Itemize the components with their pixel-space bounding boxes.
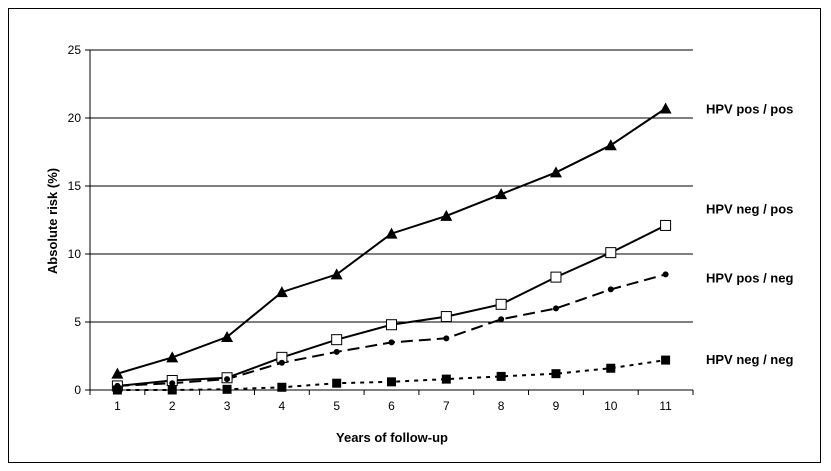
x-tick-label: 11 bbox=[659, 399, 672, 413]
data-point bbox=[167, 385, 177, 395]
data-point bbox=[605, 247, 617, 259]
data-point bbox=[550, 271, 562, 283]
series-lines bbox=[117, 107, 667, 391]
x-tick-label: 9 bbox=[553, 399, 560, 413]
data-point bbox=[607, 286, 614, 293]
data-point bbox=[660, 219, 672, 231]
data-point bbox=[549, 166, 562, 178]
x-axis-title: Years of follow-up bbox=[336, 430, 448, 445]
y-tick-label: 15 bbox=[68, 179, 82, 193]
data-point bbox=[222, 384, 232, 394]
series-label: HPV pos / neg bbox=[706, 270, 793, 285]
series-line-2 bbox=[117, 224, 667, 387]
x-tick-label: 3 bbox=[224, 399, 231, 413]
data-point bbox=[386, 319, 397, 331]
gridlines bbox=[90, 49, 693, 323]
data-point bbox=[606, 363, 616, 373]
data-point bbox=[551, 369, 561, 379]
data-point bbox=[661, 355, 671, 365]
series-label: HPV neg / neg bbox=[706, 352, 793, 367]
x-tick-label: 10 bbox=[604, 399, 618, 413]
y-tick-label: 10 bbox=[68, 247, 82, 261]
data-point bbox=[498, 316, 505, 323]
data-point bbox=[331, 334, 343, 346]
series-line-4 bbox=[117, 359, 666, 391]
data-point bbox=[112, 385, 122, 395]
data-point bbox=[604, 139, 617, 151]
data-point bbox=[662, 271, 669, 278]
data-point bbox=[387, 377, 396, 387]
data-point bbox=[495, 188, 508, 200]
y-tick-label: 0 bbox=[74, 383, 81, 397]
x-tick-label: 1 bbox=[114, 399, 121, 413]
x-tick-label: 4 bbox=[279, 399, 286, 413]
data-point bbox=[441, 374, 451, 384]
x-tick-label: 5 bbox=[333, 399, 340, 413]
data-point bbox=[169, 380, 176, 387]
x-tick-label: 7 bbox=[443, 399, 450, 413]
data-point bbox=[275, 286, 288, 298]
data-point bbox=[333, 348, 340, 355]
data-point bbox=[659, 102, 672, 114]
data-point bbox=[495, 298, 507, 310]
data-point bbox=[221, 330, 234, 342]
x-tick-label: 2 bbox=[169, 399, 176, 413]
x-tick-label: 6 bbox=[388, 399, 395, 413]
series-label: HPV pos / pos bbox=[706, 101, 793, 116]
series-label: HPV neg / pos bbox=[706, 201, 793, 216]
data-point bbox=[278, 359, 285, 366]
data-point bbox=[111, 367, 124, 379]
data-point bbox=[385, 227, 398, 239]
data-point bbox=[277, 382, 287, 392]
series-labels: HPV pos / pos HPV neg / pos HPV pos / neg H… bbox=[706, 101, 793, 367]
data-point bbox=[443, 335, 450, 342]
data-point bbox=[440, 209, 453, 221]
data-point bbox=[166, 351, 179, 363]
tick-labels: 0 5 10 15 20 25 1 2 3 4 5 6 7 8 9 10 11 bbox=[68, 43, 672, 413]
y-tick-label: 20 bbox=[68, 111, 82, 125]
y-axis-title: Absolute risk (%) bbox=[45, 168, 60, 274]
data-point bbox=[552, 305, 559, 312]
data-point bbox=[330, 268, 343, 280]
y-tick-label: 5 bbox=[74, 315, 81, 329]
data-point bbox=[388, 339, 395, 346]
series-line-1 bbox=[117, 107, 667, 375]
data-point bbox=[440, 311, 452, 323]
x-tick-label: 8 bbox=[498, 399, 505, 413]
data-point bbox=[332, 378, 342, 388]
y-tick-label: 25 bbox=[68, 43, 82, 57]
data-point bbox=[496, 371, 506, 381]
data-point bbox=[224, 376, 231, 383]
chart-frame bbox=[8, 8, 821, 463]
series-markers bbox=[111, 102, 672, 395]
